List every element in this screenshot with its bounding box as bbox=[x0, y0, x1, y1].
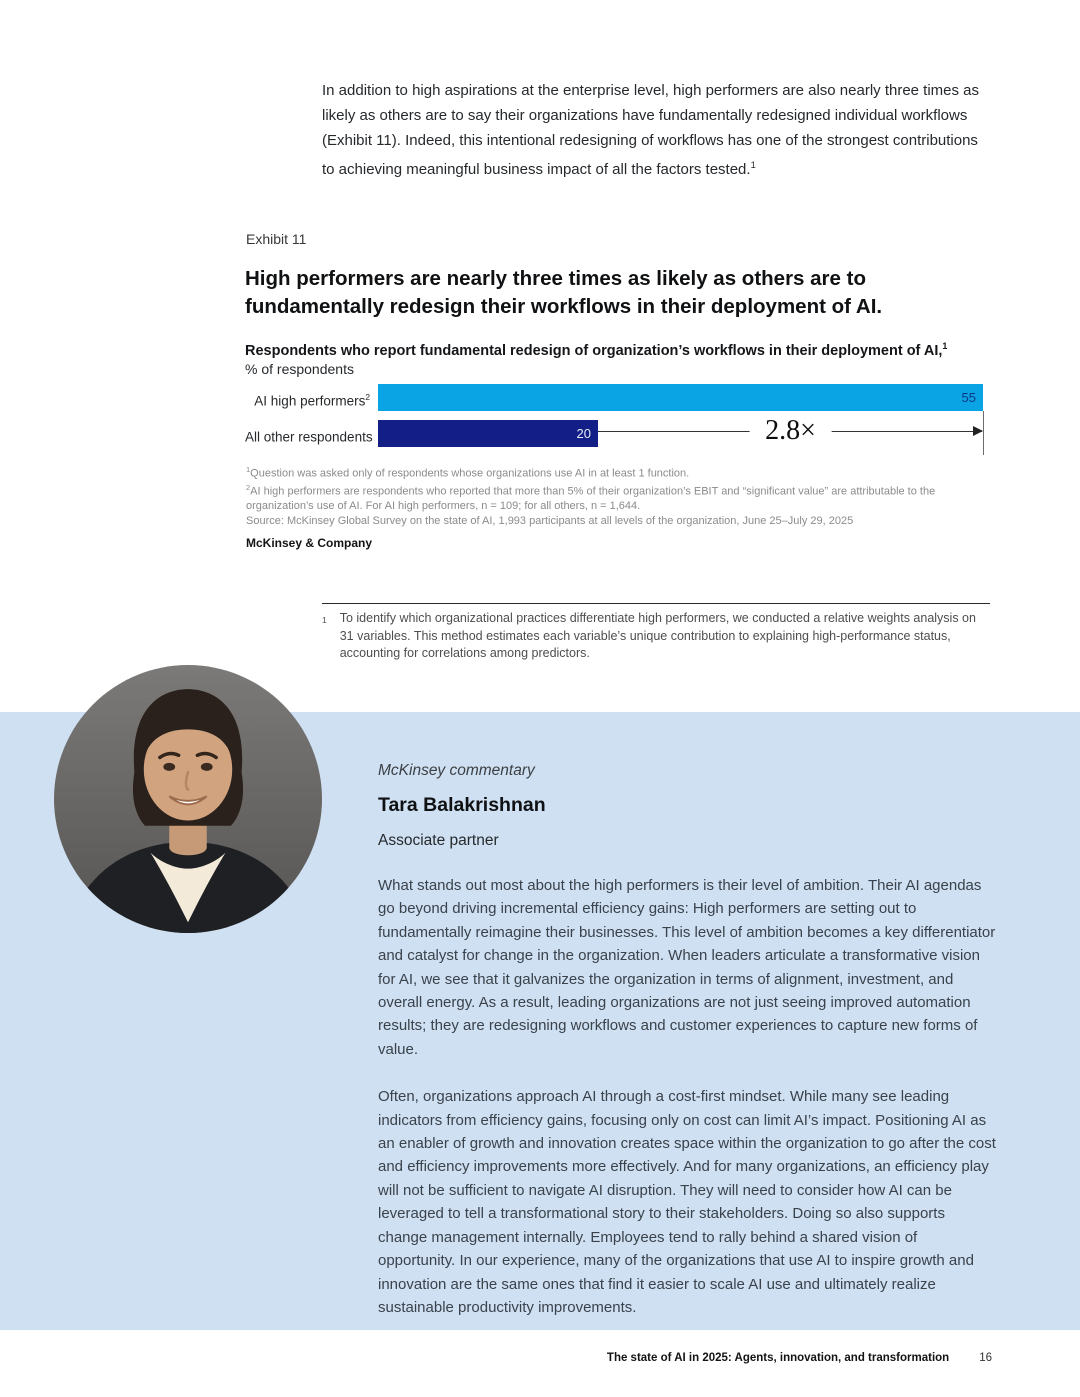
profile-photo bbox=[54, 665, 322, 933]
bar-track: 55 bbox=[378, 384, 983, 411]
bar-value-high-performers: 55 bbox=[961, 390, 976, 405]
chart-footnotes: 1Question was asked only of respondents … bbox=[246, 463, 994, 528]
chart-source-line: Source: McKinsey Global Survey on the st… bbox=[246, 514, 994, 529]
multiplier-annotation-layer: 2.8× bbox=[378, 411, 984, 457]
multiplier-end-marker-line bbox=[983, 411, 984, 455]
bar-label-high-performers: AI high performers2 bbox=[245, 384, 370, 415]
bar-high-performers: 55 bbox=[378, 384, 983, 411]
bar-label-text: AI high performers bbox=[254, 393, 366, 409]
chart-footnote-2: 2AI high performers are respondents who … bbox=[246, 481, 994, 514]
bar-track: 20 bbox=[378, 420, 983, 447]
exhibit-title: High performers are nearly three times a… bbox=[245, 267, 883, 318]
chart-footnote-1: 1Question was asked only of respondents … bbox=[246, 463, 994, 481]
source-text: Source: McKinsey Global Survey on the st… bbox=[246, 514, 854, 527]
exhibit-label: Exhibit 11 bbox=[246, 231, 307, 247]
multiplier-label: 2.8× bbox=[749, 413, 832, 449]
commentary-author-role: Associate partner bbox=[378, 832, 499, 849]
endnote-marker: 1 bbox=[322, 615, 327, 625]
intro-paragraph: In addition to high aspirations at the e… bbox=[322, 78, 986, 182]
endnote: 1 To identify which organizational pract… bbox=[322, 610, 982, 663]
footnote-text: AI high performers are respondents who r… bbox=[246, 485, 936, 513]
bar-label-other-respondents: All other respondents bbox=[245, 420, 373, 451]
bar-label-text: All other respondents bbox=[245, 429, 373, 445]
intro-footnote-marker: 1 bbox=[750, 160, 756, 170]
chart-subtitle: Respondents who report fundamental redes… bbox=[245, 341, 993, 359]
chart-unit-label: % of respondents bbox=[245, 361, 354, 377]
bar-value-other-respondents: 20 bbox=[576, 426, 591, 441]
page-footer: The state of AI in 2025: Agents, innovat… bbox=[607, 1352, 992, 1364]
chart-subtitle-text: Respondents who report fundamental redes… bbox=[245, 342, 943, 359]
footnote-text: Question was asked only of respondents w… bbox=[250, 467, 690, 480]
commentary-content: McKinsey commentary Tara Balakrishnan As… bbox=[378, 762, 998, 1334]
bar-row-other-respondents: All other respondents 20 bbox=[245, 420, 985, 447]
bar-other-respondents: 20 bbox=[378, 420, 598, 447]
mckinsey-brand-label: McKinsey & Company bbox=[246, 536, 373, 550]
bar-label-footnote-marker: 2 bbox=[365, 392, 370, 402]
bar-chart: AI high performers2 55 All other respond… bbox=[245, 384, 985, 459]
bar-row-high-performers: AI high performers2 55 bbox=[245, 384, 985, 411]
chart-subtitle-footnote-marker: 1 bbox=[942, 341, 948, 351]
intro-text: In addition to high aspirations at the e… bbox=[322, 82, 980, 178]
commentary-kicker: McKinsey commentary bbox=[378, 762, 535, 779]
footer-report-title: The state of AI in 2025: Agents, innovat… bbox=[606, 1352, 950, 1364]
commentary-author-name: Tara Balakrishnan bbox=[378, 794, 546, 816]
portrait-illustration bbox=[54, 665, 322, 933]
endnote-text: To identify which organizational practic… bbox=[339, 611, 976, 660]
commentary-paragraph-2: Often, organizations approach AI through… bbox=[378, 1088, 996, 1316]
commentary-paragraph-1: What stands out most about the high perf… bbox=[378, 877, 996, 1058]
footnote-marker: 2 bbox=[246, 483, 251, 493]
footnote-marker: 1 bbox=[246, 465, 251, 474]
footer-page-number: 16 bbox=[979, 1352, 992, 1364]
endnote-divider bbox=[322, 603, 990, 604]
